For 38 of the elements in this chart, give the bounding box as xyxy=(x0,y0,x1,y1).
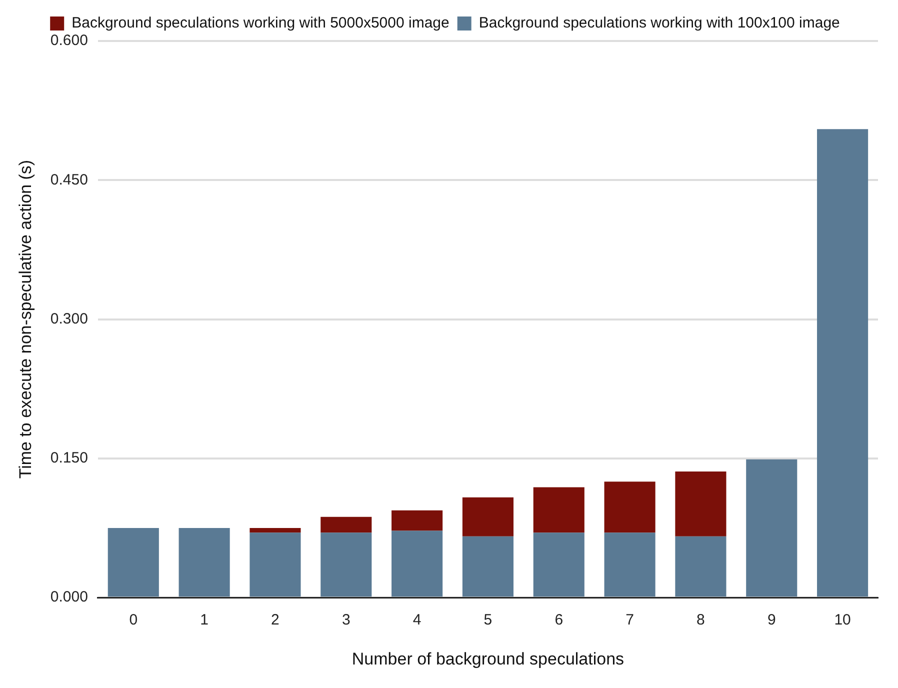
bar xyxy=(533,487,584,533)
x-tick-label: 3 xyxy=(342,612,350,629)
bar xyxy=(675,471,726,536)
bar xyxy=(392,510,443,531)
x-tick-label: 5 xyxy=(484,612,492,629)
y-tick-label: 0.000 xyxy=(50,588,88,606)
bar xyxy=(320,516,372,533)
y-tick-label: 0.600 xyxy=(50,32,88,50)
x-tick-label: 8 xyxy=(696,612,705,629)
bar xyxy=(675,536,726,597)
bar xyxy=(817,129,868,597)
bar xyxy=(604,482,656,533)
legend-label: Background speculations working with 5000x5000 image xyxy=(72,14,450,32)
bar xyxy=(462,536,514,597)
bar xyxy=(462,497,514,536)
x-tick-label: 7 xyxy=(626,612,634,629)
bar xyxy=(392,530,443,597)
bar xyxy=(108,528,159,597)
y-tick-label: 0.150 xyxy=(50,450,88,467)
x-axis-title: Number of background speculations xyxy=(352,649,624,668)
legend-label: Background speculations working with 100x100 image xyxy=(478,14,840,32)
x-tick-label: 4 xyxy=(412,612,422,629)
x-tick-label: 9 xyxy=(767,612,776,629)
bar xyxy=(250,532,301,597)
bar xyxy=(533,532,584,597)
x-tick-label: 1 xyxy=(200,612,208,629)
y-tick-label: 0.300 xyxy=(50,310,88,328)
x-tick-label: 6 xyxy=(554,612,564,629)
x-tick-label: 10 xyxy=(834,612,851,629)
y-axis-title: Time to execute non-speculative action (s) xyxy=(16,160,35,479)
bar xyxy=(320,532,372,597)
bar xyxy=(250,528,301,533)
bar xyxy=(604,532,656,597)
x-tick-label: 2 xyxy=(271,612,280,629)
y-tick-label: 0.450 xyxy=(50,171,88,188)
x-tick-label: 0 xyxy=(129,612,138,629)
bar xyxy=(746,459,798,597)
bar xyxy=(178,528,230,597)
